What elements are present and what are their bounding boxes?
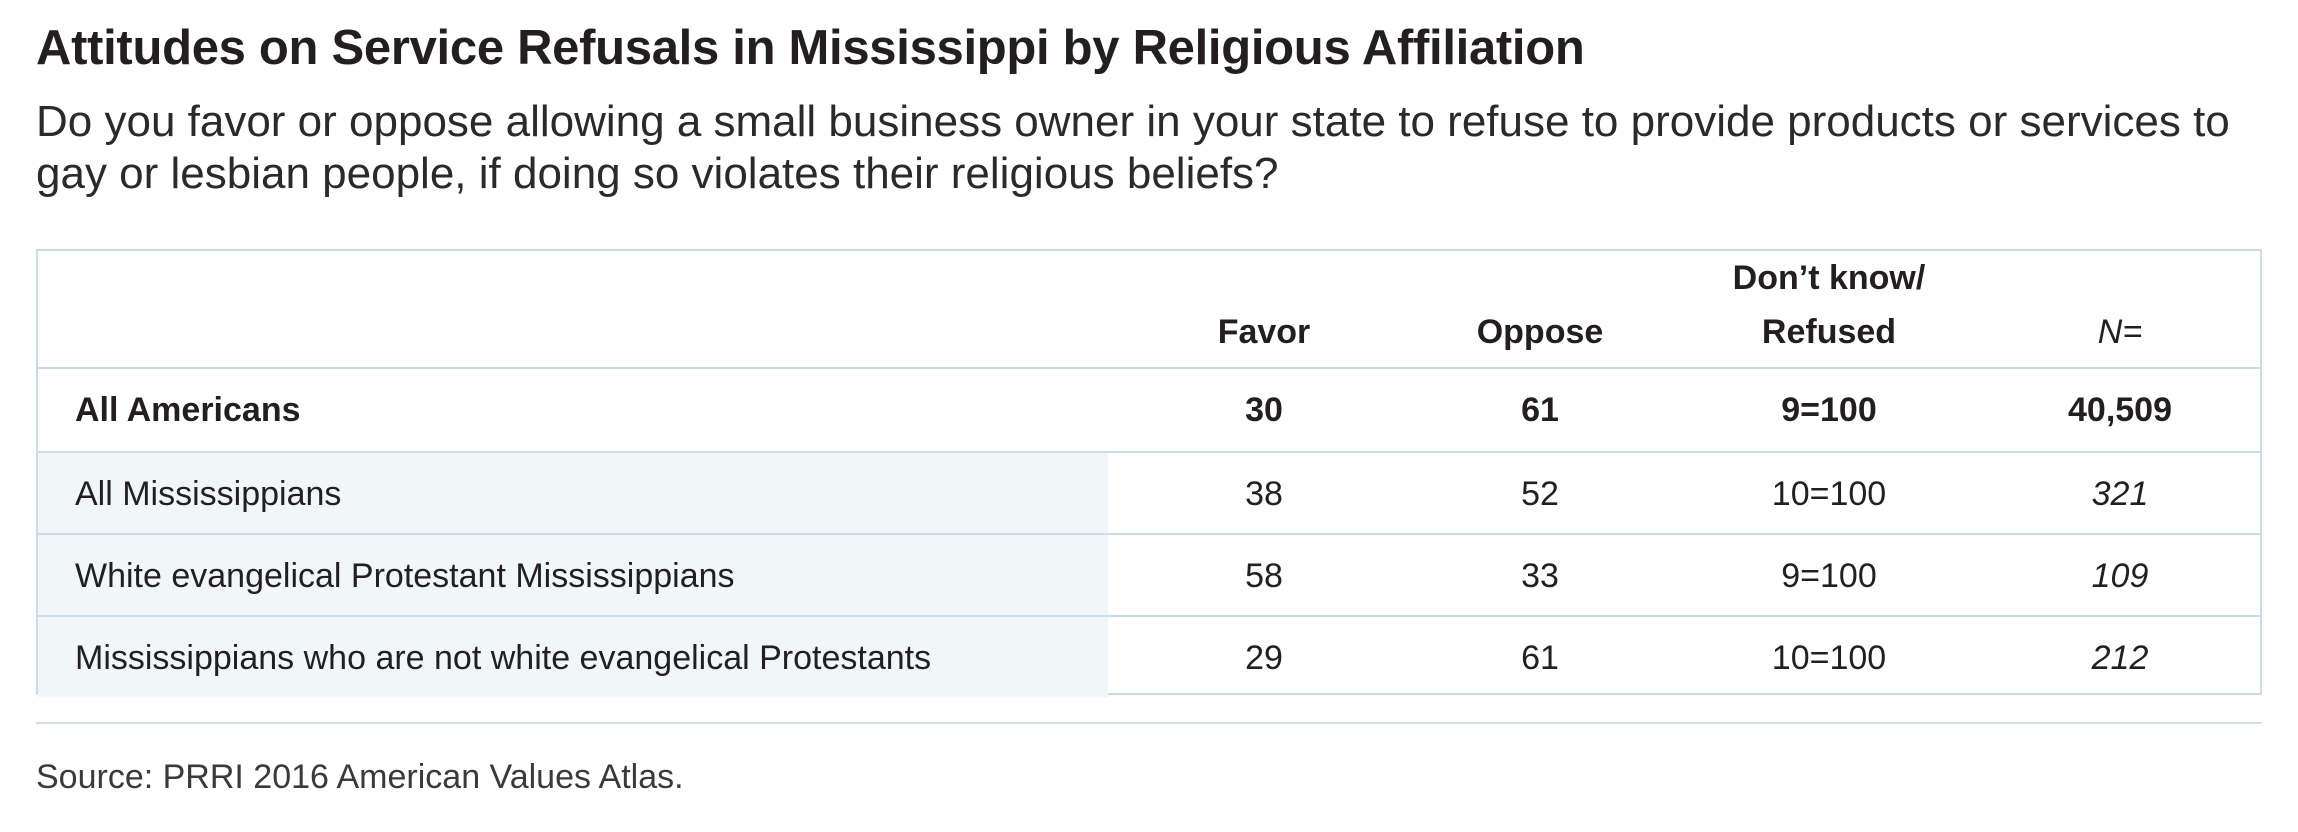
footer-divider (36, 722, 2262, 724)
cell-dont-know: 9=100 (1781, 391, 1877, 429)
cell-dont-know: 10=100 (1771, 475, 1887, 513)
cell-oppose: 61 (1521, 391, 1559, 429)
column-header-n: N= (2097, 313, 2143, 351)
cell-dont-know: 10=100 (1771, 639, 1887, 677)
chart-title: Attitudes on Service Refusals in Mississ… (36, 21, 1585, 75)
cell-n: 109 (2091, 557, 2149, 595)
table-row-not-white-evangelical: Mississippians who are not white evangel… (38, 615, 2260, 697)
column-header-oppose: Oppose (1476, 313, 1604, 351)
row-label: Mississippians who are not white evangel… (75, 639, 932, 677)
table-row-white-evangelical: White evangelical Protestant Mississippi… (38, 533, 2260, 615)
row-label: All Mississippians (75, 475, 342, 513)
row-label: White evangelical Protestant Mississippi… (75, 557, 735, 595)
column-header-favor: Favor (1217, 313, 1311, 351)
row-label-shading (38, 535, 1108, 615)
column-header-dont-know-refused: Don’t know/ Refused (1732, 259, 1926, 351)
table-row-all-mississippians: All Mississippians 38 52 10=100 321 (38, 451, 2260, 533)
row-label-shading (38, 617, 1108, 697)
source-note: Source: PRRI 2016 American Values Atlas. (36, 758, 684, 796)
row-label-shading (38, 453, 1108, 533)
cell-oppose: 52 (1521, 475, 1559, 513)
cell-n: 40,509 (2068, 391, 2172, 429)
cell-favor: 58 (1245, 557, 1283, 595)
cell-n: 212 (2091, 639, 2149, 677)
cell-n: 321 (2091, 475, 2149, 513)
cell-favor: 29 (1245, 639, 1283, 677)
cell-dont-know: 9=100 (1781, 557, 1877, 595)
table-header-row: Favor Oppose Don’t know/ Refused N= (38, 251, 2260, 369)
cell-oppose: 61 (1521, 639, 1559, 677)
cell-favor: 30 (1245, 391, 1283, 429)
data-table: Favor Oppose Don’t know/ Refused N= All … (36, 249, 2262, 697)
row-label: All Americans (75, 391, 301, 429)
table-row-all-americans: All Americans 30 61 9=100 40,509 (38, 369, 2260, 451)
cell-favor: 38 (1245, 475, 1283, 513)
chart-subtitle: Do you favor or oppose allowing a small … (36, 97, 2230, 198)
cell-oppose: 33 (1521, 557, 1559, 595)
